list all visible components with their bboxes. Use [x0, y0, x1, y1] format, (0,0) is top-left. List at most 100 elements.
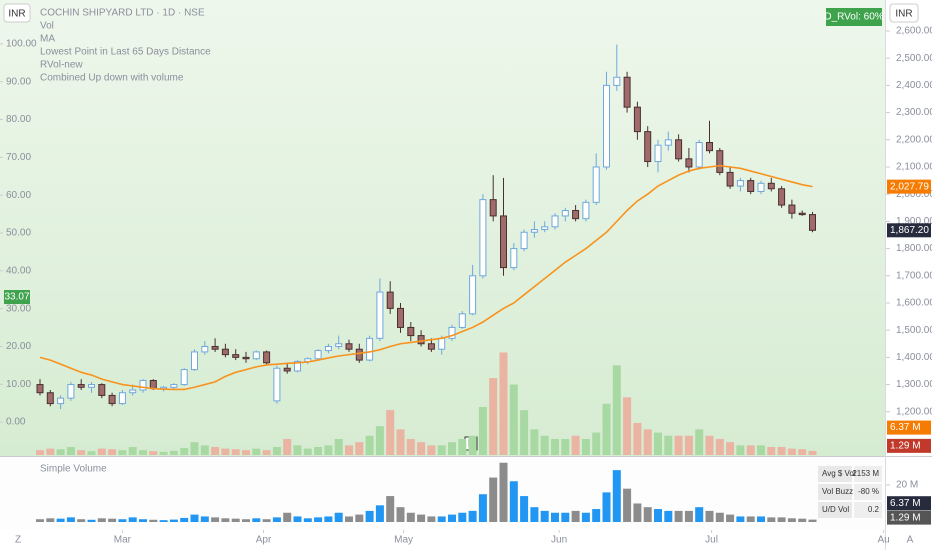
- table-cell: [854, 466, 882, 482]
- y-tick-label: 2,200.00: [896, 134, 932, 145]
- lower-volume-bar: [283, 512, 292, 522]
- volume-bar: [592, 432, 601, 455]
- candle-body: [685, 158, 693, 168]
- candle-body: [283, 367, 291, 372]
- lower-volume-bar: [581, 512, 590, 522]
- candle-body: [778, 188, 786, 206]
- lower-volume-bar: [355, 514, 364, 522]
- candle-body: [541, 226, 549, 231]
- lower-volume-bar: [303, 518, 312, 522]
- volume-bar: [56, 449, 65, 455]
- indicator: Lowest Point in Last 65 Days Distance: [40, 47, 211, 58]
- x-tick-label: Apr: [256, 535, 272, 546]
- lower-volume-bar: [695, 507, 704, 522]
- y-tick-label: 2,000.00: [896, 189, 932, 200]
- left-badge: [4, 290, 30, 305]
- ma-line: [39, 164, 813, 391]
- chart-title: COCHIN SHIPYARD LTD · 1D · NSE: [40, 8, 205, 19]
- volume-bar: [808, 450, 817, 455]
- indicator: MA: [40, 34, 55, 45]
- lower-volume-bar: [798, 518, 807, 522]
- lower-volume-bar: [530, 507, 539, 522]
- lower-volume-bar: [684, 510, 693, 522]
- volume-bar: [798, 449, 807, 455]
- lower-volume-bar: [417, 514, 426, 522]
- volume-bar: [221, 448, 230, 455]
- left-badge-label: 33.07: [4, 292, 29, 303]
- candle-body: [108, 394, 116, 405]
- currency: INR: [895, 9, 912, 20]
- indicator: RVol-new: [40, 60, 83, 71]
- y-tick-label: 1,700.00: [896, 270, 932, 281]
- volume-bar: [355, 442, 364, 455]
- lower-volume-bar: [169, 519, 178, 522]
- volume-bar: [612, 365, 621, 455]
- volume-bar: [746, 445, 755, 455]
- table-value: -80 %: [858, 487, 879, 496]
- price-badge-label: 1,867.20: [890, 225, 929, 236]
- price-badge: [887, 438, 931, 453]
- lower-volume-bar: [375, 505, 384, 522]
- candle-body: [294, 360, 301, 372]
- candle-body: [118, 392, 126, 405]
- candle-body: [407, 326, 415, 337]
- lower-volume-bar: [180, 517, 189, 522]
- volume-bar: [664, 435, 673, 455]
- volume-bar: [787, 448, 796, 455]
- lower-volume-bar: [406, 512, 415, 522]
- lower-volume-bar: [345, 516, 353, 522]
- volume-bar: [293, 445, 302, 455]
- candle-body: [252, 351, 260, 360]
- volume-bar: [551, 438, 559, 455]
- candle-body: [57, 397, 65, 405]
- table-value: 0.2: [868, 505, 880, 514]
- y2-tick-label: 70.00: [6, 152, 31, 163]
- y2-tick-label: 40.00: [6, 265, 31, 276]
- candle-body: [520, 231, 528, 250]
- lower-volume-bar: [437, 516, 446, 522]
- price-badge: [887, 496, 931, 511]
- y2-tick-label: 90.00: [6, 76, 31, 87]
- candle-body: [438, 337, 446, 350]
- candle-body: [191, 351, 198, 371]
- lower-volume-bar: [200, 516, 209, 522]
- corner-label[interactable]: Z: [15, 535, 21, 546]
- volume-bar: [643, 429, 652, 455]
- corner-label[interactable]: A: [907, 535, 914, 546]
- candle-body: [46, 392, 54, 405]
- price-badge-label: 1.29 M: [890, 512, 921, 523]
- table-cell: [818, 484, 852, 500]
- y-tick-label: 1,500.00: [896, 325, 932, 336]
- lower-volume-bar: [139, 519, 147, 522]
- candle-body: [170, 384, 178, 388]
- candle-body: [695, 142, 703, 168]
- lower-volume-bar: [705, 510, 714, 522]
- currency-box[interactable]: [889, 3, 919, 23]
- candle-body: [324, 345, 332, 352]
- lower-volume-bar: [128, 517, 137, 522]
- lower-volume-bar: [97, 518, 106, 522]
- y-tick-label: 2,300.00: [896, 107, 932, 118]
- volume-bar: [736, 445, 745, 455]
- volume-bar: [365, 435, 374, 455]
- volume-bar: [777, 446, 786, 455]
- x-tick-label: Mar: [114, 535, 132, 546]
- lower-volume-bar: [643, 507, 652, 522]
- volume-bar: [715, 438, 724, 455]
- lower-volume-bar: [334, 512, 343, 522]
- currency-box[interactable]: [3, 3, 31, 23]
- candle-body: [603, 84, 610, 168]
- volume-bar: [334, 438, 343, 455]
- table-cell: [818, 466, 852, 482]
- table-value: 2153 M: [852, 469, 879, 478]
- y2-tick-label: 80.00: [6, 114, 31, 125]
- volume-bar: [283, 438, 292, 455]
- lower-volume-bar: [211, 517, 220, 522]
- candle-body: [530, 229, 538, 233]
- candle-body: [458, 313, 466, 328]
- lower-volume-bar: [654, 509, 662, 522]
- volume-bar: [509, 384, 518, 455]
- main-panel: [0, 0, 885, 456]
- candle-body: [232, 354, 240, 358]
- y2-tick-label: 0.00: [6, 417, 26, 428]
